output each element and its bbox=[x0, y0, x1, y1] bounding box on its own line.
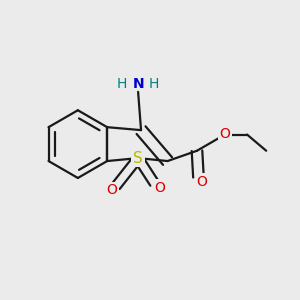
Text: H: H bbox=[149, 77, 160, 92]
Text: N: N bbox=[132, 77, 144, 92]
Text: O: O bbox=[154, 181, 165, 194]
Text: H: H bbox=[117, 77, 127, 92]
Text: O: O bbox=[106, 184, 117, 197]
Text: S: S bbox=[133, 151, 143, 166]
Text: O: O bbox=[220, 127, 230, 141]
Text: O: O bbox=[196, 175, 207, 189]
